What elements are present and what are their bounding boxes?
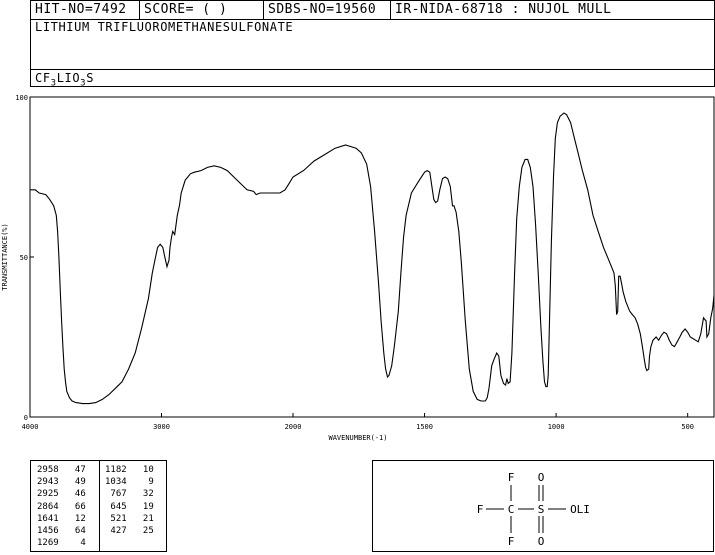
peak-column-right: 1182 10 1034 9 767 32 645 19 521 21 427 2… bbox=[105, 464, 154, 537]
atom-o-bottom: O bbox=[538, 535, 545, 548]
atom-oli: OLI bbox=[570, 503, 590, 516]
peak-row: 2864 66 bbox=[37, 501, 86, 512]
peak-row: 1456 64 bbox=[37, 525, 86, 536]
y-axis-label: TRANSMITTANCE(%) bbox=[1, 223, 9, 290]
atom-f-top: F bbox=[508, 471, 515, 484]
peak-row: 521 21 bbox=[105, 513, 154, 524]
x-tick-label: 3000 bbox=[153, 423, 170, 431]
header-divider-bottom bbox=[31, 69, 714, 70]
structure-panel: F O F C S OLI F O bbox=[372, 460, 714, 552]
atom-s: S bbox=[538, 503, 545, 516]
x-tick-label: 2000 bbox=[285, 423, 302, 431]
header-panel: HIT-NO=7492 SCORE= ( ) SDBS-NO=19560 IR-… bbox=[30, 0, 715, 89]
peak-row: 2943 49 bbox=[37, 477, 86, 488]
peak-row: 645 19 bbox=[105, 501, 154, 512]
peak-row: 2958 47 bbox=[37, 465, 86, 475]
compound-formula: CF3LIO3S bbox=[35, 71, 95, 89]
structure-diagram: F O F C S OLI F O bbox=[477, 471, 590, 548]
x-tick-label: 1000 bbox=[548, 423, 565, 431]
spectrum-line bbox=[30, 112, 715, 405]
y-tick-label: 100 bbox=[15, 94, 28, 102]
x-tick-label: 500 bbox=[681, 423, 694, 431]
peak-table: 2958 47 2943 49 2925 46 2864 66 1641 12 1456 … bbox=[30, 460, 167, 552]
x-tick-label: 4000 bbox=[22, 423, 39, 431]
compound-name: LITHIUM TRIFLUOROMETHANESULFONATE bbox=[35, 20, 294, 34]
hit-number: HIT-NO=7492 bbox=[31, 1, 140, 19]
plot-frame bbox=[29, 96, 715, 418]
atom-f-left: F bbox=[477, 503, 484, 516]
x-tick-label: 1500 bbox=[416, 423, 433, 431]
score: SCORE= ( ) bbox=[140, 1, 264, 19]
ir-info: IR-NIDA-68718 : NUJOL MULL bbox=[395, 2, 612, 17]
atom-f-bottom: F bbox=[508, 535, 515, 548]
peak-column-left: 2958 47 2943 49 2925 46 2864 66 1641 12 1456 … bbox=[37, 464, 86, 549]
peak-row: 767 32 bbox=[105, 489, 154, 500]
peak-row: 1182 10 bbox=[105, 465, 154, 475]
peak-row: 427 25 bbox=[105, 525, 154, 536]
x-axis-label: WAVENUMBER(-1) bbox=[328, 434, 387, 442]
peak-row: 2925 46 bbox=[37, 489, 86, 500]
peak-row: 1269 4 bbox=[37, 538, 86, 549]
atom-o-top: O bbox=[538, 471, 545, 484]
header-divider-top bbox=[31, 19, 714, 20]
y-tick-label: 50 bbox=[20, 254, 28, 262]
peak-row: 1641 12 bbox=[37, 513, 86, 524]
y-tick-label: 0 bbox=[24, 414, 28, 422]
sdbs-number: SDBS-NO=19560 bbox=[264, 1, 391, 19]
peak-row: 1034 9 bbox=[105, 477, 154, 488]
atom-c: C bbox=[508, 503, 515, 516]
peak-table-divider bbox=[99, 461, 100, 551]
